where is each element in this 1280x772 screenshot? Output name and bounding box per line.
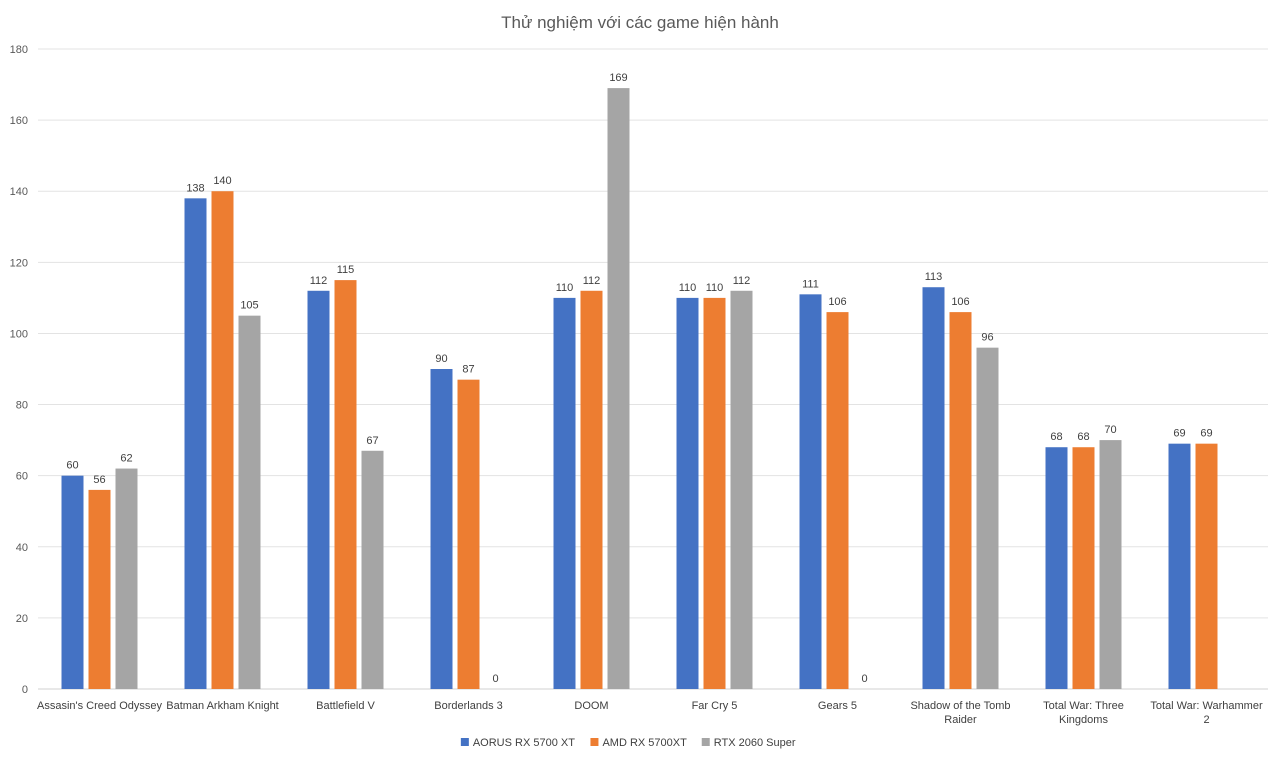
bar <box>607 88 630 690</box>
bar <box>334 280 357 689</box>
x-tick-label: DOOM <box>574 700 608 712</box>
bar <box>1045 447 1068 689</box>
x-tick-label: Battlefield V <box>316 700 375 712</box>
y-tick-label: 100 <box>10 328 28 340</box>
legend-label: RTX 2060 Super <box>714 737 796 749</box>
data-label: 96 <box>981 332 993 344</box>
bar <box>184 198 207 690</box>
data-label: 169 <box>609 72 627 84</box>
bar <box>211 191 234 689</box>
data-label: 110 <box>556 282 574 294</box>
y-tick-label: 80 <box>16 400 28 412</box>
bar <box>799 294 822 689</box>
x-tick-label: Borderlands 3 <box>434 700 503 712</box>
data-label: 70 <box>1104 424 1116 436</box>
x-tick-label: Total War: Three Kingdoms <box>1043 700 1124 726</box>
y-tick-label: 140 <box>10 186 28 198</box>
data-label: 90 <box>435 353 447 365</box>
bar <box>922 287 945 689</box>
bar <box>553 297 576 689</box>
legend-swatch <box>460 738 469 746</box>
data-label: 112 <box>583 275 601 287</box>
x-tick-label: Far Cry 5 <box>692 700 738 712</box>
data-label: 111 <box>802 278 819 290</box>
data-label: 62 <box>120 453 132 465</box>
y-tick-label: 180 <box>10 44 28 56</box>
data-label: 68 <box>1050 431 1062 443</box>
bar <box>457 379 480 689</box>
bar <box>61 475 84 689</box>
chart-title: Thử nghiệm với các game hiện hành <box>501 13 779 32</box>
x-tick-label: Assasin's Creed Odyssey <box>37 700 162 712</box>
data-label: 112 <box>733 275 751 287</box>
legend-swatch <box>590 738 599 746</box>
bar <box>1072 447 1095 689</box>
y-axis-ticks: 0 20 40 60 80 100 120 140 160 180 <box>10 44 28 696</box>
x-tick-label: Shadow of the Tomb Raider <box>910 700 1010 726</box>
bar <box>676 297 699 689</box>
data-label: 0 <box>861 673 867 685</box>
y-tick-label: 0 <box>22 684 28 696</box>
x-tick-label: Total War: Warhammer 2 <box>1150 700 1263 726</box>
data-label: 140 <box>213 175 231 187</box>
bar <box>949 312 972 689</box>
data-labels: 60 56 62 138 140 105 112 115 67 90 87 0 110 112 169 110… <box>66 72 1212 685</box>
bar <box>826 312 849 689</box>
bar <box>361 450 384 689</box>
y-tick-label: 160 <box>10 115 28 127</box>
data-label: 69 <box>1200 428 1212 440</box>
y-tick-label: 40 <box>16 542 28 554</box>
bar <box>1195 443 1218 689</box>
bar <box>238 315 261 689</box>
x-axis-ticks: Assasin's Creed Odyssey Batman Arkham Kni… <box>37 700 1263 726</box>
bar <box>1168 443 1191 689</box>
data-label: 67 <box>366 435 378 447</box>
bar <box>976 347 999 689</box>
legend-label: AMD RX 5700XT <box>602 737 687 749</box>
y-tick-label: 120 <box>10 257 28 269</box>
bar <box>115 468 138 689</box>
data-label: 68 <box>1077 431 1089 443</box>
bar <box>703 297 726 689</box>
data-label: 106 <box>951 296 969 308</box>
data-label: 87 <box>462 364 474 376</box>
bar <box>88 489 111 689</box>
data-label: 110 <box>679 282 697 294</box>
data-label: 138 <box>186 182 204 194</box>
data-label: 113 <box>925 271 943 283</box>
legend: AORUS RX 5700 XT AMD RX 5700XT RTX 2060 Su… <box>460 737 796 749</box>
y-tick-label: 60 <box>16 471 28 483</box>
data-label: 110 <box>706 282 724 294</box>
bar <box>307 290 330 689</box>
bar <box>730 290 753 689</box>
data-label: 0 <box>492 673 498 685</box>
bar <box>1099 440 1122 689</box>
data-label: 69 <box>1173 428 1185 440</box>
data-label: 106 <box>828 296 846 308</box>
bar <box>430 369 453 689</box>
x-tick-label: Gears 5 <box>818 700 857 712</box>
data-label: 105 <box>240 300 258 312</box>
data-label: 115 <box>337 264 355 276</box>
legend-swatch <box>701 738 710 746</box>
y-tick-label: 20 <box>16 613 28 625</box>
bar <box>580 290 603 689</box>
data-label: 56 <box>93 474 105 486</box>
bars <box>61 88 1218 690</box>
x-tick-label: Batman Arkham Knight <box>166 700 279 712</box>
data-label: 60 <box>66 460 78 472</box>
data-label: 112 <box>310 275 328 287</box>
legend-label: AORUS RX 5700 XT <box>473 737 575 749</box>
